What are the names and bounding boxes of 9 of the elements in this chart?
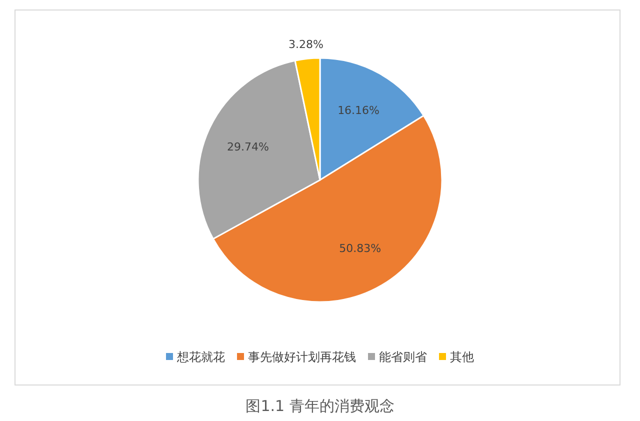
text: 图1.1 青年的消费观念 <box>246 397 394 415</box>
legend-label: 事先做好计划再花钱 <box>248 350 356 364</box>
data-label: 3.28% <box>288 38 324 52</box>
data-label: 50.83% <box>339 242 382 255</box>
legend-label: 想花就花 <box>176 350 225 364</box>
legend-label: 其他 <box>450 350 474 364</box>
legend-label: 能省则省 <box>379 350 427 364</box>
data-label: 16.16% <box>338 104 380 118</box>
data-label: 29.74% <box>226 140 269 154</box>
